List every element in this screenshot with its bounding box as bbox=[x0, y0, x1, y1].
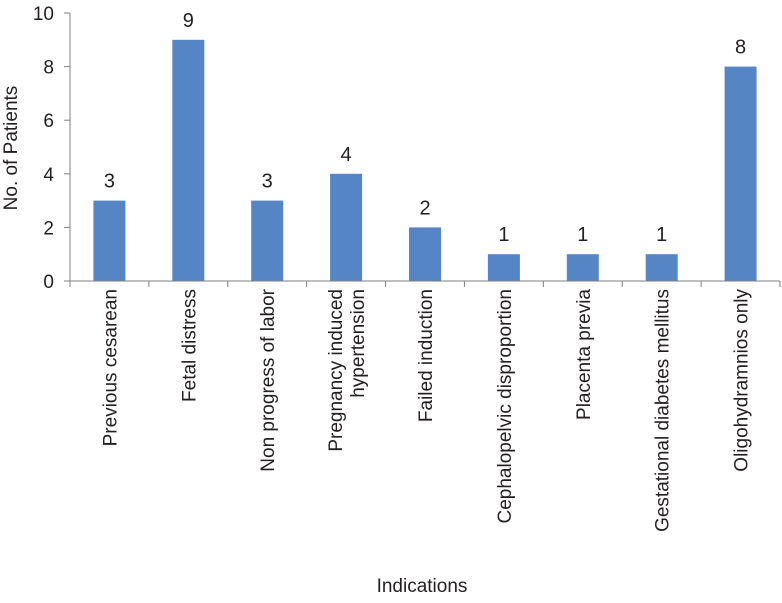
bar-1 bbox=[93, 200, 126, 281]
y-tick-label-6: 6 bbox=[43, 111, 54, 132]
data-label-8: 1 bbox=[656, 224, 667, 246]
x-axis-title: Indications bbox=[377, 576, 468, 597]
y-tick-label-0: 0 bbox=[43, 272, 54, 293]
x-category-labels-group: Previous cesarean Fetal distress Non progr… bbox=[100, 288, 752, 532]
bars-group bbox=[93, 39, 757, 281]
data-labels-group: 3 9 3 4 2 1 1 1 8 bbox=[104, 10, 746, 246]
axes-group bbox=[64, 12, 781, 287]
data-label-1: 3 bbox=[104, 171, 115, 193]
x-category-label-4-line-1: Pregnancy induced bbox=[326, 289, 347, 452]
bar-6 bbox=[487, 254, 520, 281]
y-tick-label-4: 4 bbox=[43, 165, 54, 186]
bar-7 bbox=[566, 254, 599, 281]
data-label-3: 3 bbox=[262, 171, 273, 193]
y-tick-label-2: 2 bbox=[43, 218, 54, 239]
x-category-label-4-line-2: hypertension bbox=[348, 289, 369, 398]
bar-9 bbox=[724, 66, 757, 281]
bar-5 bbox=[409, 227, 441, 281]
bar-2 bbox=[172, 39, 205, 281]
x-category-label-9: Oligohydramnios only bbox=[732, 289, 753, 472]
x-category-label-6: Cephalopelvic disproportion bbox=[495, 289, 516, 523]
x-category-label-5: Failed induction bbox=[416, 289, 437, 422]
y-tick-label-10: 10 bbox=[33, 4, 54, 25]
x-category-label-2: Fetal distress bbox=[179, 289, 200, 402]
x-category-label-8: Gestational diabetes mellitus bbox=[653, 289, 674, 532]
bar-4 bbox=[330, 173, 363, 281]
y-tick-label-8: 8 bbox=[43, 58, 54, 79]
x-category-label-7: Placenta previa bbox=[574, 289, 595, 420]
bar-3 bbox=[251, 200, 284, 281]
data-label-5: 2 bbox=[419, 197, 430, 219]
data-label-6: 1 bbox=[498, 224, 509, 246]
y-tick-labels-group: 0 2 4 6 8 10 bbox=[33, 4, 55, 293]
data-label-4: 4 bbox=[341, 144, 352, 166]
bar-8 bbox=[645, 254, 678, 281]
data-label-2: 9 bbox=[183, 10, 194, 32]
data-label-7: 1 bbox=[577, 224, 588, 246]
x-category-label-1: Previous cesarean bbox=[100, 289, 121, 446]
data-label-9: 8 bbox=[735, 37, 746, 59]
y-axis-title: No. of Patients bbox=[1, 86, 22, 211]
x-category-label-3: Non progress of labor bbox=[258, 288, 279, 471]
